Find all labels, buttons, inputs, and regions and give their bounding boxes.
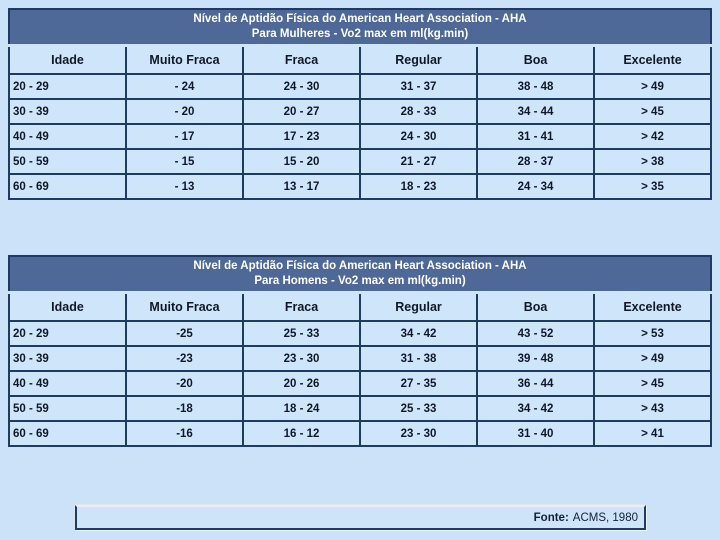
- table-cell: 16 - 12: [242, 420, 361, 447]
- column-header-idade: Idade: [8, 291, 127, 322]
- column-header-excelente: Excelente: [593, 291, 712, 322]
- table-row: 40 - 49 - 17 17 - 23 24 - 30 31 - 41 > 4…: [8, 123, 712, 150]
- table-cell: - 17: [125, 123, 244, 150]
- table-cell: 20 - 27: [242, 98, 361, 125]
- table-title-row: Nível de Aptidão Física do American Hear…: [8, 8, 712, 47]
- source-text: ACMS, 1980: [572, 511, 638, 524]
- table-cell: 40 - 49: [8, 370, 127, 397]
- table-cell: 30 - 39: [8, 345, 127, 372]
- table-cell: > 42: [593, 123, 712, 150]
- table-cell: 20 - 26: [242, 370, 361, 397]
- table-cell: -23: [125, 345, 244, 372]
- table-cell: 31 - 40: [476, 420, 595, 447]
- column-header-muito-fraca: Muito Fraca: [125, 291, 244, 322]
- column-header-regular: Regular: [359, 44, 478, 75]
- table-cell: 36 - 44: [476, 370, 595, 397]
- table-cell: -18: [125, 395, 244, 422]
- table-row: 20 - 29 -25 25 - 33 34 - 42 43 - 52 > 53: [8, 320, 712, 347]
- table-cell: -25: [125, 320, 244, 347]
- table-cell: > 38: [593, 148, 712, 175]
- table-cell: 18 - 24: [242, 395, 361, 422]
- table-row: 60 - 69 -16 16 - 12 23 - 30 31 - 40 > 41: [8, 420, 712, 447]
- fitness-table-women: Nível de Aptidão Física do American Hear…: [8, 8, 712, 200]
- source-box: Fonte: ACMS, 1980: [75, 505, 646, 530]
- table-cell: > 45: [593, 98, 712, 125]
- table-cell: 20 - 29: [8, 320, 127, 347]
- table-cell: 34 - 42: [359, 320, 478, 347]
- table-cell: 43 - 52: [476, 320, 595, 347]
- column-header-fraca: Fraca: [242, 291, 361, 322]
- table-cell: - 15: [125, 148, 244, 175]
- table-row: 20 - 29 - 24 24 - 30 31 - 37 38 - 48 > 4…: [8, 73, 712, 100]
- table-cell: - 13: [125, 173, 244, 200]
- table-cell: 50 - 59: [8, 148, 127, 175]
- table-title-line1: Nível de Aptidão Física do American Hear…: [193, 260, 527, 272]
- table-cell: - 20: [125, 98, 244, 125]
- column-header-fraca: Fraca: [242, 44, 361, 75]
- column-header-regular: Regular: [359, 291, 478, 322]
- table-cell: 25 - 33: [242, 320, 361, 347]
- column-header-excelente: Excelente: [593, 44, 712, 75]
- table-cell: - 24: [125, 73, 244, 100]
- fitness-table-men: Nível de Aptidão Física do American Hear…: [8, 255, 712, 447]
- table-row: 40 - 49 -20 20 - 26 27 - 35 36 - 44 > 45: [8, 370, 712, 397]
- table-cell: 39 - 48: [476, 345, 595, 372]
- table-cell: 20 - 29: [8, 73, 127, 100]
- table-cell: 18 - 23: [359, 173, 478, 200]
- column-header-muito-fraca: Muito Fraca: [125, 44, 244, 75]
- table-title: Nível de Aptidão Física do American Hear…: [8, 8, 712, 47]
- table-cell: 23 - 30: [359, 420, 478, 447]
- table-cell: 28 - 37: [476, 148, 595, 175]
- table-cell: 31 - 37: [359, 73, 478, 100]
- table-cell: -20: [125, 370, 244, 397]
- table-cell: 31 - 41: [476, 123, 595, 150]
- table-cell: 15 - 20: [242, 148, 361, 175]
- table-cell: 38 - 48: [476, 73, 595, 100]
- table-cell: 40 - 49: [8, 123, 127, 150]
- table-row: 30 - 39 - 20 20 - 27 28 - 33 34 - 44 > 4…: [8, 98, 712, 125]
- table-cell: 24 - 30: [359, 123, 478, 150]
- column-header-idade: Idade: [8, 44, 127, 75]
- table-cell: 24 - 34: [476, 173, 595, 200]
- table-row: 50 - 59 - 15 15 - 20 21 - 27 28 - 37 > 3…: [8, 148, 712, 175]
- table-cell: > 41: [593, 420, 712, 447]
- column-header-row: Idade Muito Fraca Fraca Regular Boa Exce…: [8, 291, 712, 322]
- table-cell: 50 - 59: [8, 395, 127, 422]
- table-title-line2: Para Homens - Vo2 max em ml(kg.min): [254, 275, 466, 287]
- table-cell: 60 - 69: [8, 173, 127, 200]
- table-cell: 34 - 42: [476, 395, 595, 422]
- table-cell: 31 - 38: [359, 345, 478, 372]
- source-label: Fonte:: [533, 511, 569, 524]
- table-cell: 25 - 33: [359, 395, 478, 422]
- table-cell: > 49: [593, 345, 712, 372]
- column-header-row: Idade Muito Fraca Fraca Regular Boa Exce…: [8, 44, 712, 75]
- table-title: Nível de Aptidão Física do American Hear…: [8, 255, 712, 294]
- table-cell: 13 - 17: [242, 173, 361, 200]
- table-cell: 24 - 30: [242, 73, 361, 100]
- table-cell: 34 - 44: [476, 98, 595, 125]
- table-cell: 30 - 39: [8, 98, 127, 125]
- column-header-boa: Boa: [476, 44, 595, 75]
- table-cell: > 45: [593, 370, 712, 397]
- table-cell: > 53: [593, 320, 712, 347]
- table-row: 30 - 39 -23 23 - 30 31 - 38 39 - 48 > 49: [8, 345, 712, 372]
- table-cell: -16: [125, 420, 244, 447]
- table-cell: 21 - 27: [359, 148, 478, 175]
- table-cell: 23 - 30: [242, 345, 361, 372]
- column-header-boa: Boa: [476, 291, 595, 322]
- table-title-row: Nível de Aptidão Física do American Hear…: [8, 255, 712, 294]
- table-cell: 28 - 33: [359, 98, 478, 125]
- table-row: 60 - 69 - 13 13 - 17 18 - 23 24 - 34 > 3…: [8, 173, 712, 200]
- table-row: 50 - 59 -18 18 - 24 25 - 33 34 - 42 > 43: [8, 395, 712, 422]
- table-cell: 60 - 69: [8, 420, 127, 447]
- table-title-line1: Nível de Aptidão Física do American Hear…: [193, 13, 527, 25]
- table-title-line2: Para Mulheres - Vo2 max em ml(kg.min): [251, 28, 469, 40]
- table-cell: > 43: [593, 395, 712, 422]
- table-cell: > 35: [593, 173, 712, 200]
- table-cell: > 49: [593, 73, 712, 100]
- table-cell: 17 - 23: [242, 123, 361, 150]
- table-cell: 27 - 35: [359, 370, 478, 397]
